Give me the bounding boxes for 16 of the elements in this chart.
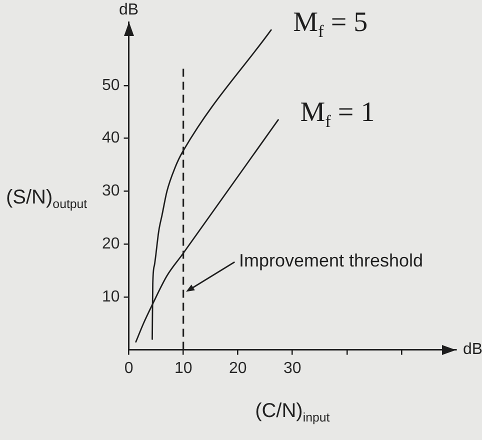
y-tick-label: 20	[102, 235, 120, 252]
series-label: M$_{f}$ = 5	[293, 6, 368, 42]
y-tick-label: 40	[102, 130, 120, 147]
text: dB	[119, 1, 139, 19]
series-label: M$_{f}$ = 1	[300, 96, 375, 131]
y-tick-label: 30	[102, 182, 120, 200]
x-tick-label: 20	[228, 360, 247, 377]
x-tick-label: 30	[284, 360, 302, 377]
x-tick-label: 0	[124, 360, 134, 377]
y-tick-label: 50	[102, 76, 120, 94]
y-axis-title: (S/N)$_{output}$	[6, 186, 88, 212]
ref-line-label: Improvement threshold	[238, 250, 424, 270]
y-tick-label: 10	[102, 288, 120, 306]
x-axis-title: (C/N)$_{input}$	[255, 400, 330, 425]
x-tick-label: 10	[174, 360, 192, 377]
text: dB	[463, 341, 482, 359]
